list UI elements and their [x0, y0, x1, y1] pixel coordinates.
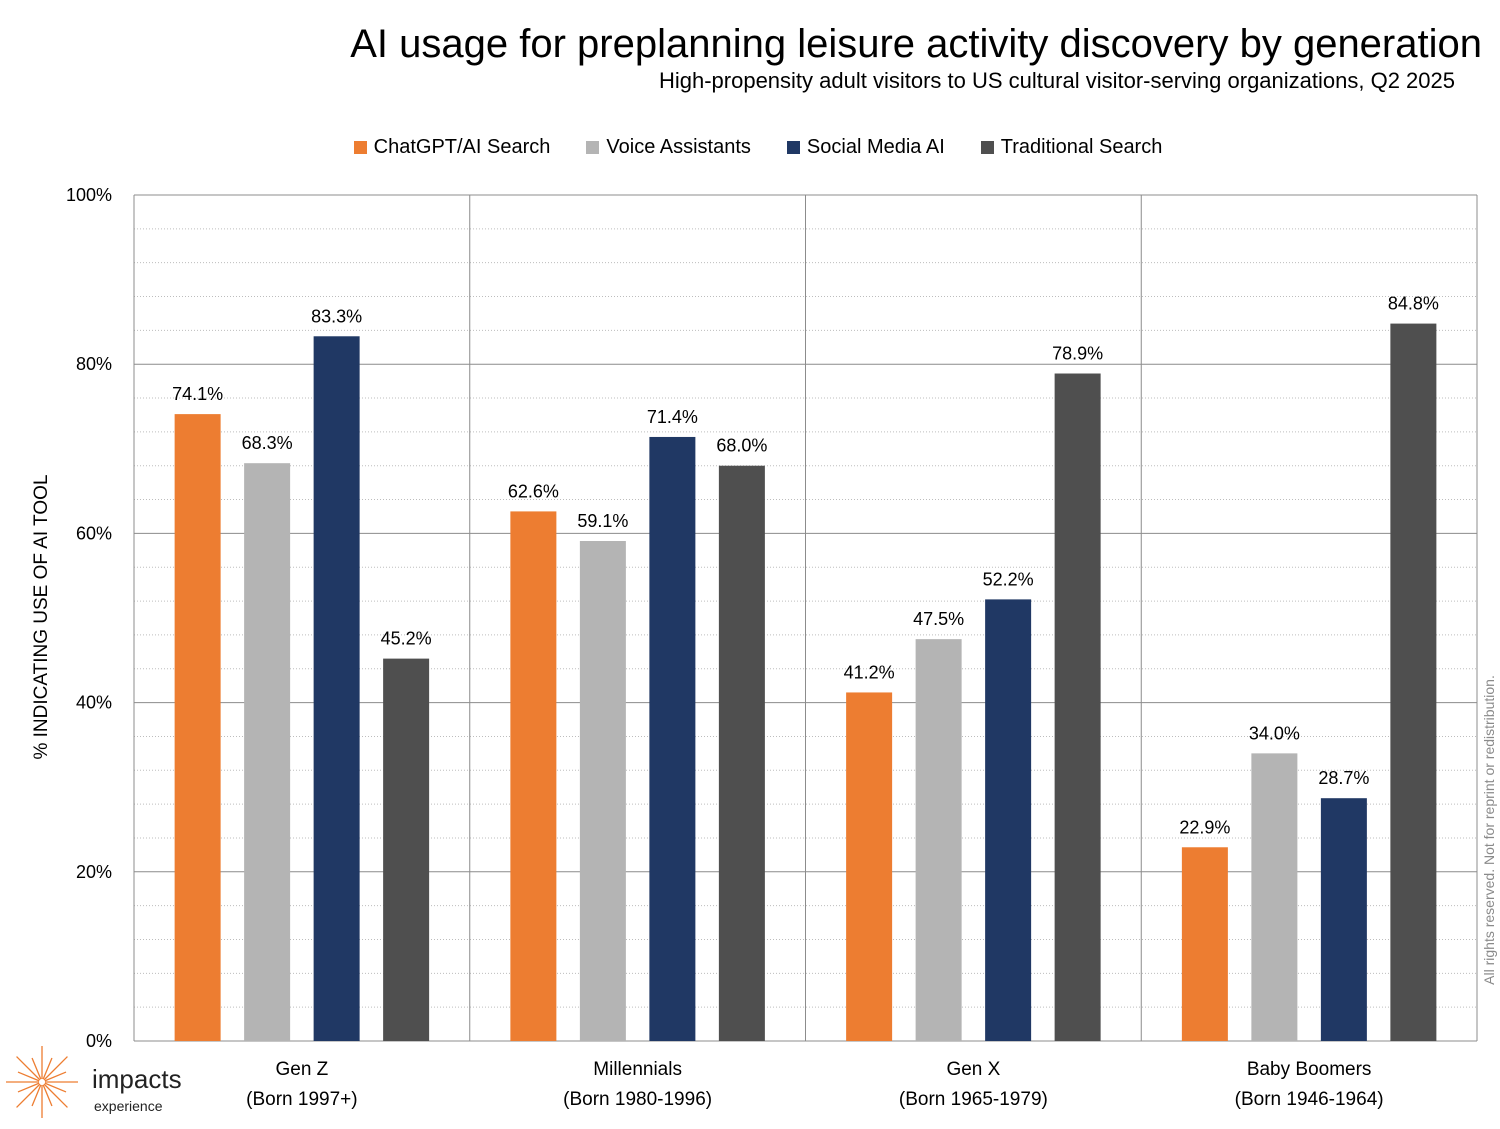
data-label: 74.1% — [172, 384, 223, 404]
data-label: 47.5% — [913, 609, 964, 629]
starburst-ray — [31, 1057, 42, 1080]
y-tick-label: 0% — [86, 1031, 112, 1051]
data-label: 62.6% — [508, 481, 559, 501]
legend-item-social: Social Media AI — [786, 136, 945, 159]
data-label: 78.9% — [1052, 344, 1103, 364]
bar — [244, 463, 291, 1041]
bar — [1181, 847, 1228, 1041]
y-tick-label: 40% — [76, 693, 112, 713]
data-label: 52.2% — [983, 569, 1034, 589]
starburst-ray — [43, 1056, 68, 1081]
y-tick-label: 20% — [76, 862, 112, 882]
legend-swatch-chatgpt — [353, 141, 367, 154]
starburst-ray — [31, 1084, 42, 1107]
legend-label-chatgpt: ChatGPT/AI Search — [373, 136, 551, 158]
chart-title: AI usage for preplanning leisure activit… — [350, 22, 1482, 66]
bar — [915, 639, 962, 1041]
logo-subtitle: experience — [94, 1098, 163, 1114]
legend-swatch-voice — [586, 141, 600, 154]
bar — [1320, 798, 1367, 1041]
legend-label-voice: Voice Assistants — [606, 136, 751, 158]
bar — [510, 511, 557, 1041]
data-label: 68.0% — [716, 436, 767, 456]
legend-label-traditional: Traditional Search — [1000, 136, 1163, 158]
legend-label-social: Social Media AI — [806, 136, 945, 158]
legend-item-chatgpt: ChatGPT/AI Search — [353, 136, 551, 159]
legend-swatch-social — [786, 141, 800, 154]
bar — [985, 599, 1032, 1041]
impacts-logo: impacts experience — [4, 1046, 204, 1124]
bar — [313, 336, 360, 1042]
data-label: 68.3% — [242, 433, 293, 453]
data-label: 34.0% — [1249, 723, 1300, 743]
y-tick-label: 80% — [76, 354, 112, 374]
starburst-ray — [44, 1082, 67, 1093]
bar — [579, 541, 626, 1041]
x-category-sublabel: (Born 1997+) — [246, 1089, 357, 1110]
legend-item-traditional: Traditional Search — [980, 136, 1163, 159]
legend-item-voice: Voice Assistants — [586, 136, 751, 159]
bar — [649, 436, 696, 1041]
y-tick-label: 100% — [66, 185, 112, 205]
x-category-label: Gen Z — [275, 1059, 328, 1080]
starburst-ray — [16, 1056, 41, 1081]
x-category-sublabel: (Born 1946-1964) — [1235, 1089, 1384, 1110]
x-category-sublabel: (Born 1965-1979) — [899, 1089, 1048, 1110]
data-label: 22.9% — [1179, 817, 1230, 837]
data-label: 28.7% — [1318, 768, 1369, 788]
copyright-notice: All rights reserved. Not for reprint or … — [1481, 675, 1497, 985]
x-category-label: Baby Boomers — [1247, 1059, 1372, 1080]
data-label: 45.2% — [381, 629, 432, 649]
x-category-label: Millennials — [593, 1059, 682, 1080]
data-label: 41.2% — [844, 662, 895, 682]
logo-wordmark: impacts — [92, 1064, 182, 1094]
starburst-ray — [42, 1057, 53, 1080]
starburst-ray — [17, 1082, 40, 1093]
bar — [1251, 753, 1298, 1041]
data-label: 71.4% — [647, 407, 698, 427]
legend-swatch-traditional — [980, 141, 994, 154]
data-label: 84.8% — [1388, 294, 1439, 314]
bar — [174, 414, 221, 1041]
bar — [846, 692, 893, 1041]
data-label: 59.1% — [577, 511, 628, 531]
starburst-icon — [6, 1046, 78, 1118]
bar — [383, 658, 430, 1041]
chart-subtitle: High-propensity adult visitors to US cul… — [658, 68, 1455, 93]
data-label: 83.3% — [311, 306, 362, 326]
x-category-sublabel: (Born 1980-1996) — [563, 1089, 712, 1110]
y-tick-label: 60% — [76, 523, 112, 543]
starburst-ray — [43, 1083, 68, 1108]
starburst-ray — [16, 1083, 41, 1108]
starburst-ray — [44, 1071, 67, 1082]
bar — [1390, 323, 1437, 1041]
bar — [1054, 373, 1101, 1042]
starburst-ray — [42, 1084, 53, 1107]
bar — [718, 465, 765, 1042]
starburst-ray — [17, 1071, 40, 1082]
x-category-label: Gen X — [946, 1059, 1000, 1080]
legend: ChatGPT/AI Search Voice Assistants Socia… — [0, 136, 1500, 159]
